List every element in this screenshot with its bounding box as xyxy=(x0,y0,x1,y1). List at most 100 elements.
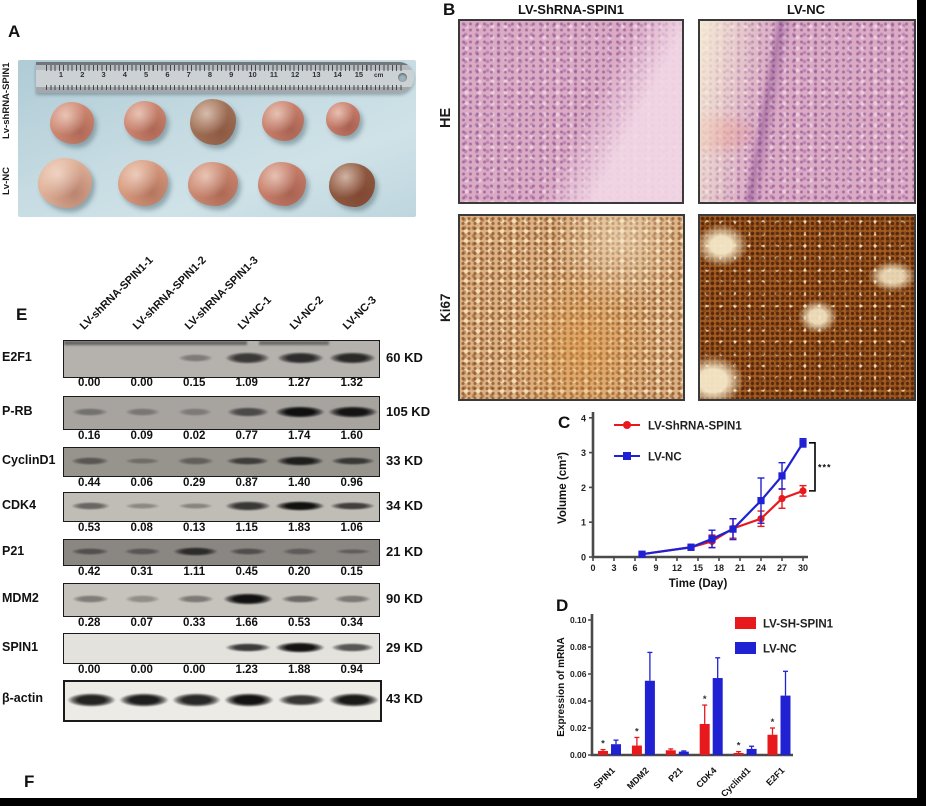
protein-band xyxy=(282,548,319,555)
panel-b-header-shrna: LV-ShRNA-SPIN1 xyxy=(518,2,624,17)
band-value: 0.08 xyxy=(130,522,153,534)
band-value: 0.31 xyxy=(130,566,153,578)
svg-text:4: 4 xyxy=(581,413,586,423)
svg-text:0.10: 0.10 xyxy=(570,615,587,625)
tumor-specimen xyxy=(38,158,92,208)
protein-band xyxy=(71,594,109,603)
band-value: 0.44 xyxy=(78,477,101,489)
ruler-ticks-top xyxy=(46,65,402,71)
kd-label: 105 KD xyxy=(386,404,431,419)
band-value: 0.00 xyxy=(78,664,101,676)
tumor-specimen xyxy=(262,101,304,141)
band-value: 1.88 xyxy=(288,664,311,676)
mrna-expression-bar-chart: 0.00 0.02 0.04 0.06 0.08 0.10 SPIN1 MDM2 P21 CDK4… xyxy=(556,614,834,799)
svg-text:***: *** xyxy=(818,462,832,472)
ruler-ticks-bottom xyxy=(46,85,402,90)
panel-a-row-label-shrna: Lv-shRNA-SPIN1 xyxy=(1,62,12,140)
panel-d-label: D xyxy=(556,596,569,615)
tumor-specimen xyxy=(118,160,168,206)
bottom-border xyxy=(0,798,926,806)
protein-band xyxy=(71,457,110,465)
protein-band xyxy=(70,502,110,510)
svg-text:24: 24 xyxy=(756,563,766,573)
band-value: 0.06 xyxy=(130,477,153,489)
protein-label: P-RB xyxy=(2,404,33,418)
svg-text:*: * xyxy=(703,694,707,705)
blot-values: 0.53 0.08 0.13 1.15 1.83 1.06 xyxy=(63,522,378,534)
ruler-numbers: 1 2 3 4 5 6 7 8 9 10 11 12 13 14 15 xyxy=(54,70,366,79)
blot-smear xyxy=(259,341,329,345)
kd-label: 29 KD xyxy=(386,639,423,655)
svg-text:0.04: 0.04 xyxy=(570,696,587,706)
ruler-number: 5 xyxy=(144,70,149,79)
blot-values: 0.16 0.09 0.02 0.77 1.74 1.60 xyxy=(63,430,378,442)
ruler-number: 2 xyxy=(80,70,85,79)
svg-text:E2F1: E2F1 xyxy=(764,765,786,787)
band-value: 0.96 xyxy=(340,477,363,489)
svg-text:12: 12 xyxy=(672,563,682,573)
tumor-specimen xyxy=(326,102,360,136)
band-value: 1.66 xyxy=(235,617,258,629)
ruler-number: 6 xyxy=(165,70,170,79)
band-value: 0.53 xyxy=(288,617,311,629)
band-value: 0.00 xyxy=(130,377,153,389)
ki67-image-nc xyxy=(698,214,916,401)
svg-text:0.06: 0.06 xyxy=(570,669,587,679)
ruler-number: 15 xyxy=(354,70,364,79)
band-value: 1.06 xyxy=(340,522,363,534)
lane-label: LV-NC-3 xyxy=(340,294,379,333)
svg-text:1: 1 xyxy=(581,518,586,528)
blot-values: 0.28 0.07 0.33 1.66 0.53 0.34 xyxy=(63,617,378,629)
protein-band xyxy=(277,693,325,707)
band-value: 0.45 xyxy=(235,566,258,578)
band-value: 0.29 xyxy=(183,477,206,489)
protein-label: CDK4 xyxy=(2,498,37,512)
ruler-unit: cm xyxy=(374,72,384,79)
protein-band xyxy=(276,456,325,466)
panel-b-row-label-he: HE xyxy=(438,107,454,129)
protein-band xyxy=(125,595,161,603)
protein-band xyxy=(172,693,221,707)
kd-label: 90 KD xyxy=(386,591,423,606)
protein-band xyxy=(176,457,214,465)
protein-label: β-actin xyxy=(2,691,43,705)
protein-band xyxy=(71,548,110,555)
band-value: 1.83 xyxy=(288,522,311,534)
ruler-number: 7 xyxy=(186,70,191,79)
ruler-number: 11 xyxy=(269,70,278,79)
ruler-number: 10 xyxy=(248,70,257,79)
band-value: 0.00 xyxy=(183,664,206,676)
ruler-number: 3 xyxy=(101,70,106,79)
band-value: 1.40 xyxy=(288,477,311,489)
kd-label: 21 KD xyxy=(386,543,423,559)
band-value: 0.42 xyxy=(78,566,101,578)
ki67-image-shrna xyxy=(458,214,685,401)
svg-text:0.00: 0.00 xyxy=(570,750,587,760)
svg-text:0: 0 xyxy=(581,553,586,563)
svg-text:0: 0 xyxy=(590,563,595,573)
protein-band xyxy=(119,693,169,707)
band-value: 0.33 xyxy=(183,617,206,629)
kd-label: 60 KD xyxy=(386,350,423,365)
panel-c-label: C xyxy=(558,413,571,432)
protein-band xyxy=(329,351,377,365)
protein-band xyxy=(327,406,378,418)
protein-band xyxy=(275,406,326,418)
tumor-specimen xyxy=(188,162,238,206)
protein-label: SPIN1 xyxy=(2,639,39,654)
protein-band xyxy=(125,408,161,416)
svg-text:30: 30 xyxy=(798,563,808,573)
svg-text:LV-NC: LV-NC xyxy=(648,452,682,464)
svg-text:9: 9 xyxy=(653,563,658,573)
protein-band xyxy=(177,502,213,510)
svg-text:*: * xyxy=(635,726,639,737)
ruler-number: 8 xyxy=(207,70,213,79)
band-value: 0.15 xyxy=(340,566,363,578)
panel-b-header-nc: LV-NC xyxy=(786,2,826,17)
svg-text:6: 6 xyxy=(632,563,637,573)
he-image-nc xyxy=(698,19,916,204)
svg-text:MDM2: MDM2 xyxy=(625,765,651,791)
protein-band xyxy=(330,501,376,511)
band-value: 0.87 xyxy=(235,477,258,489)
